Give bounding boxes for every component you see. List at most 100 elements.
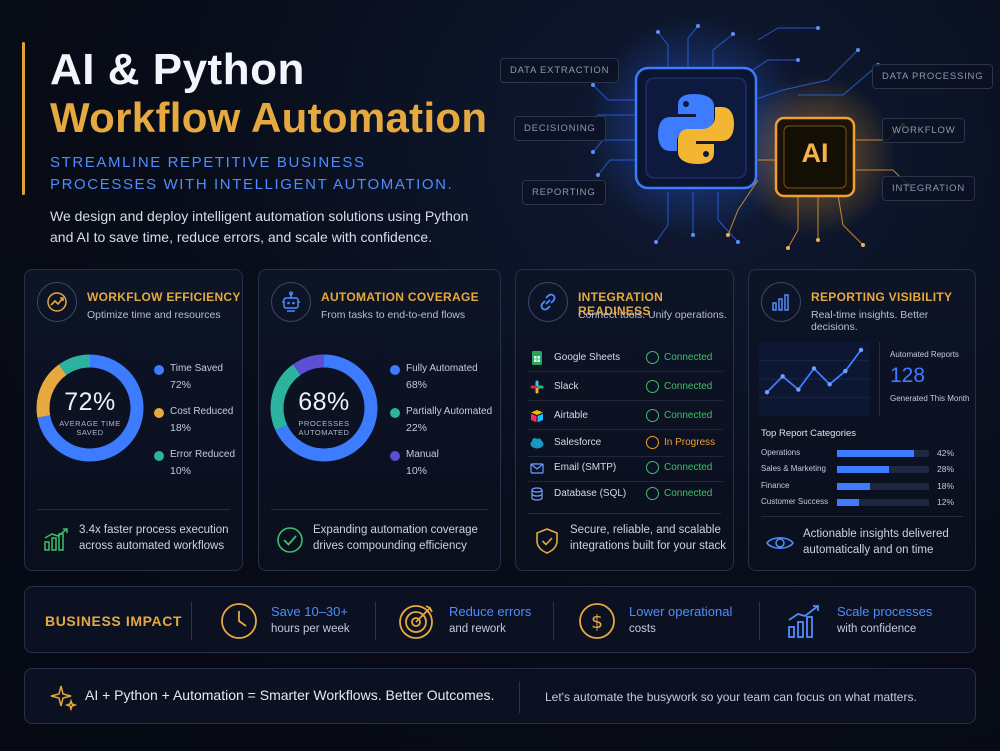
trend-point	[811, 366, 817, 371]
impact-subtitle: hours per week	[271, 623, 350, 635]
tag-workflow: WORKFLOW	[882, 118, 966, 143]
category-bar: Operations 42%	[761, 447, 971, 461]
category-percent: 18%	[937, 481, 955, 491]
integration-status: Connected	[664, 381, 713, 392]
impact-subtitle: costs	[629, 623, 656, 635]
card-footer-text: Actionable insights delivered automatica…	[803, 528, 949, 556]
impact-title: Save 10–30+	[271, 604, 348, 619]
card-footer-text: Secure, reliable, and scalable integrati…	[570, 524, 726, 552]
bar-chart-icon	[39, 523, 73, 557]
integration-row: Salesforce In Progress	[528, 431, 723, 457]
footer-tagline: AI + Python + Automation = Smarter Workf…	[85, 687, 495, 703]
donut-label: AVERAGE TIME SAVED	[59, 419, 121, 437]
hero-title-line1: AI & Python	[50, 45, 305, 94]
reports-value: 128	[890, 364, 926, 387]
category-bar: Customer Success 12%	[761, 496, 971, 510]
eye-icon	[763, 526, 797, 560]
integration-row: Email (SMTP) Connected	[528, 456, 723, 482]
efficiency-donut	[36, 354, 144, 462]
category-name: Finance	[761, 481, 790, 490]
category-name: Sales & Marketing	[761, 464, 826, 473]
category-fill	[837, 466, 889, 473]
integration-status: Connected	[664, 488, 713, 499]
legend-value: 18%	[170, 422, 192, 434]
integration-status: Connected	[664, 410, 713, 421]
integration-name: Airtable	[554, 410, 588, 421]
hero-description: We design and deploy intelligent automat…	[50, 208, 469, 245]
donut-segment	[36, 354, 144, 462]
card-title: AUTOMATION COVERAGE	[321, 290, 479, 304]
hero-title-line2: Workflow Automation	[50, 94, 488, 141]
category-fill	[837, 483, 871, 490]
legend-dot	[390, 365, 400, 375]
card-title: REPORTING VISIBILITY	[811, 290, 953, 304]
impact-label: BUSINESS IMPACT	[45, 613, 183, 629]
analytics-icon	[761, 282, 801, 322]
integration-row: Airtable Connected	[528, 404, 723, 430]
impact-divider	[759, 602, 760, 640]
category-track	[837, 450, 929, 457]
ai-chip-label: AI	[801, 138, 829, 168]
card-title: INTEGRATION READINESS	[578, 290, 664, 318]
target-icon	[399, 605, 433, 639]
category-bar: Sales & Marketing 28%	[761, 463, 971, 477]
status-progress-icon	[646, 436, 659, 449]
category-percent: 12%	[937, 497, 955, 507]
category-name: Operations	[761, 448, 801, 457]
coverage-donut	[270, 354, 378, 462]
trend-point	[780, 374, 785, 379]
integration-name: Email (SMTP)	[554, 462, 617, 473]
status-check-icon	[646, 461, 659, 474]
reports-sublabel: Generated This Month	[890, 394, 970, 403]
legend-value: 22%	[406, 422, 428, 434]
hero-subtitle: STREAMLINE REPETITIVE BUSINESS PROCESSES…	[50, 154, 454, 193]
donut-center: 68% PROCESSES AUTOMATED	[284, 388, 364, 437]
trend-point	[858, 347, 864, 353]
footer-message: Let's automate the busywork so your team…	[545, 690, 917, 704]
slack-icon	[530, 380, 544, 394]
circuit-traces	[584, 18, 910, 250]
impact-title: Lower operational	[629, 604, 733, 619]
legend-name: Time Saved	[170, 363, 223, 374]
status-check-icon	[646, 409, 659, 422]
trend-line-chart	[759, 342, 869, 416]
check-circle-icon	[273, 523, 307, 557]
status-check-icon	[646, 351, 659, 364]
card-divider	[271, 509, 488, 510]
donut-center: 72% AVERAGE TIME SAVED	[50, 388, 130, 437]
legend-name: Error Reduced	[170, 449, 236, 460]
trend-point	[827, 382, 832, 387]
dollar-icon: $	[579, 603, 615, 639]
sparkle-icon	[50, 685, 77, 712]
circuit-illustration: AI DATA EXTRACTION DECISIONING REPORTING…	[498, 18, 998, 260]
card-automation-coverage: AUTOMATION COVERAGE From tasks to end-to…	[258, 269, 501, 571]
status-check-icon	[646, 487, 659, 500]
tag-integration: INTEGRATION	[882, 176, 976, 201]
category-track	[837, 499, 929, 506]
integration-row: Google Sheets Connected	[528, 346, 723, 372]
card-divider	[761, 516, 963, 517]
card-divider	[528, 513, 721, 514]
trend-point	[764, 389, 770, 395]
categories-title: Top Report Categories	[761, 428, 857, 439]
card-reporting-visibility: REPORTING VISIBILITY Real-time insights.…	[748, 269, 976, 571]
integration-name: Google Sheets	[554, 352, 621, 363]
trend-point	[843, 368, 848, 374]
impact-divider	[191, 602, 192, 640]
link-icon	[528, 282, 568, 322]
legend-value: 10%	[406, 465, 428, 477]
category-name: Customer Success	[761, 497, 829, 506]
legend-value: 72%	[170, 379, 192, 391]
impact-title: Reduce errors	[449, 604, 532, 619]
footer-divider	[519, 681, 520, 713]
card-workflow-efficiency: WORKFLOW EFFICIENCY Optimize time and re…	[24, 269, 243, 571]
card-footer-text: 3.4x faster process execution across aut…	[79, 524, 229, 552]
reports-label: Automated Reports	[890, 350, 959, 359]
integration-name: Slack	[554, 381, 579, 392]
integration-status: In Progress	[664, 437, 716, 448]
category-fill	[837, 450, 915, 457]
impact-divider	[375, 602, 376, 640]
footer-banner: AI + Python + Automation = Smarter Workf…	[24, 668, 976, 724]
efficiency-icon	[37, 282, 77, 322]
integration-status: Connected	[664, 352, 713, 363]
